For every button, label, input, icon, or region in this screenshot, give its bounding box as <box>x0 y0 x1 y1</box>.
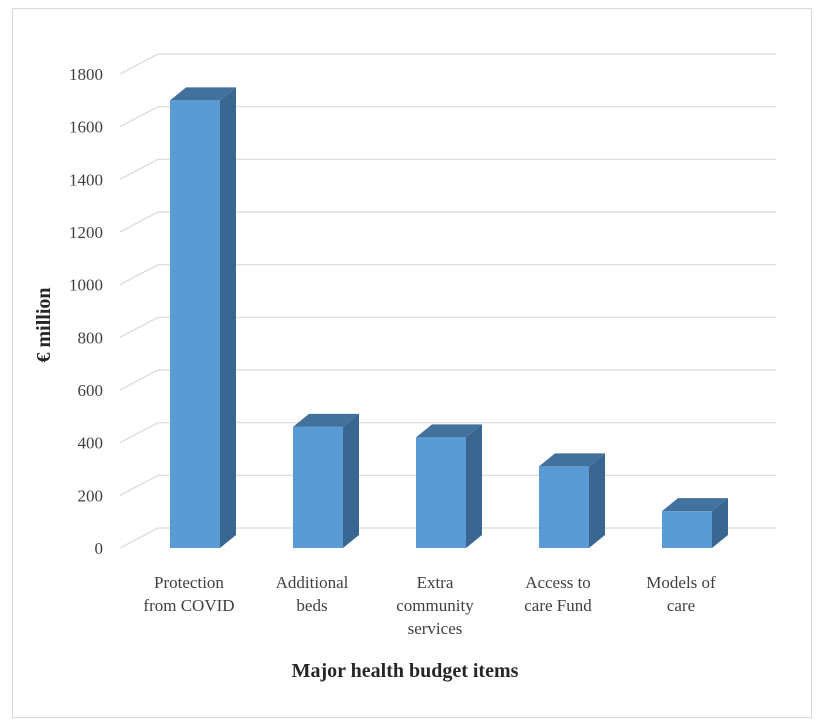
gridline <box>119 264 776 286</box>
bar <box>662 498 728 548</box>
gridline <box>119 53 776 75</box>
bar-front <box>293 426 343 548</box>
bar <box>416 424 482 548</box>
bars <box>170 87 728 548</box>
bar-front <box>416 437 466 548</box>
bar-top <box>293 413 359 427</box>
x-category-label: Access to care Fund <box>524 573 592 615</box>
x-category-label: Additional beds <box>276 573 349 615</box>
y-tick-label: 1000 <box>69 276 103 295</box>
bar-top <box>662 498 728 512</box>
y-axis-title: € million <box>33 287 55 362</box>
bar <box>539 453 605 548</box>
bar-side <box>466 424 482 548</box>
gridline <box>119 211 776 233</box>
bar-side <box>220 87 236 548</box>
y-tick-label: 400 <box>78 434 104 453</box>
bar-top <box>416 424 482 438</box>
gridline <box>119 158 776 180</box>
bar-side <box>343 413 359 548</box>
gridline <box>119 422 776 444</box>
y-tick-label: 800 <box>78 328 104 347</box>
y-tick-label: 1600 <box>69 118 103 137</box>
gridline <box>119 106 776 128</box>
y-tick-label: 0 <box>95 539 104 558</box>
bar <box>293 413 359 548</box>
bar-front <box>662 511 712 548</box>
bar-top <box>539 453 605 467</box>
bar-top <box>170 87 236 101</box>
bar-front <box>539 466 589 548</box>
bar-side <box>589 453 605 548</box>
x-category-label: Extra community services <box>396 573 474 638</box>
y-tick-label: 200 <box>78 486 104 505</box>
y-tick-label: 600 <box>78 381 104 400</box>
y-tick-labels: 0 200 400 600 800 1000 1200 1400 1600 1800 <box>69 65 103 558</box>
chart-frame <box>12 8 812 718</box>
gridline <box>119 316 776 338</box>
y-tick-label: 1800 <box>69 65 103 84</box>
x-category-label: Protection from COVID <box>143 573 234 615</box>
x-axis-title: Major health budget items <box>292 660 519 682</box>
bar <box>170 87 236 548</box>
category-labels: Protection from COVID Additional beds Extra c… <box>143 573 716 638</box>
bar-side <box>712 498 728 548</box>
y-tick-label: 1400 <box>69 170 103 189</box>
y-tick-label: 1200 <box>69 223 103 242</box>
x-category-label: Models of care <box>646 573 716 615</box>
bar-front <box>170 100 220 548</box>
gridline <box>119 369 776 391</box>
